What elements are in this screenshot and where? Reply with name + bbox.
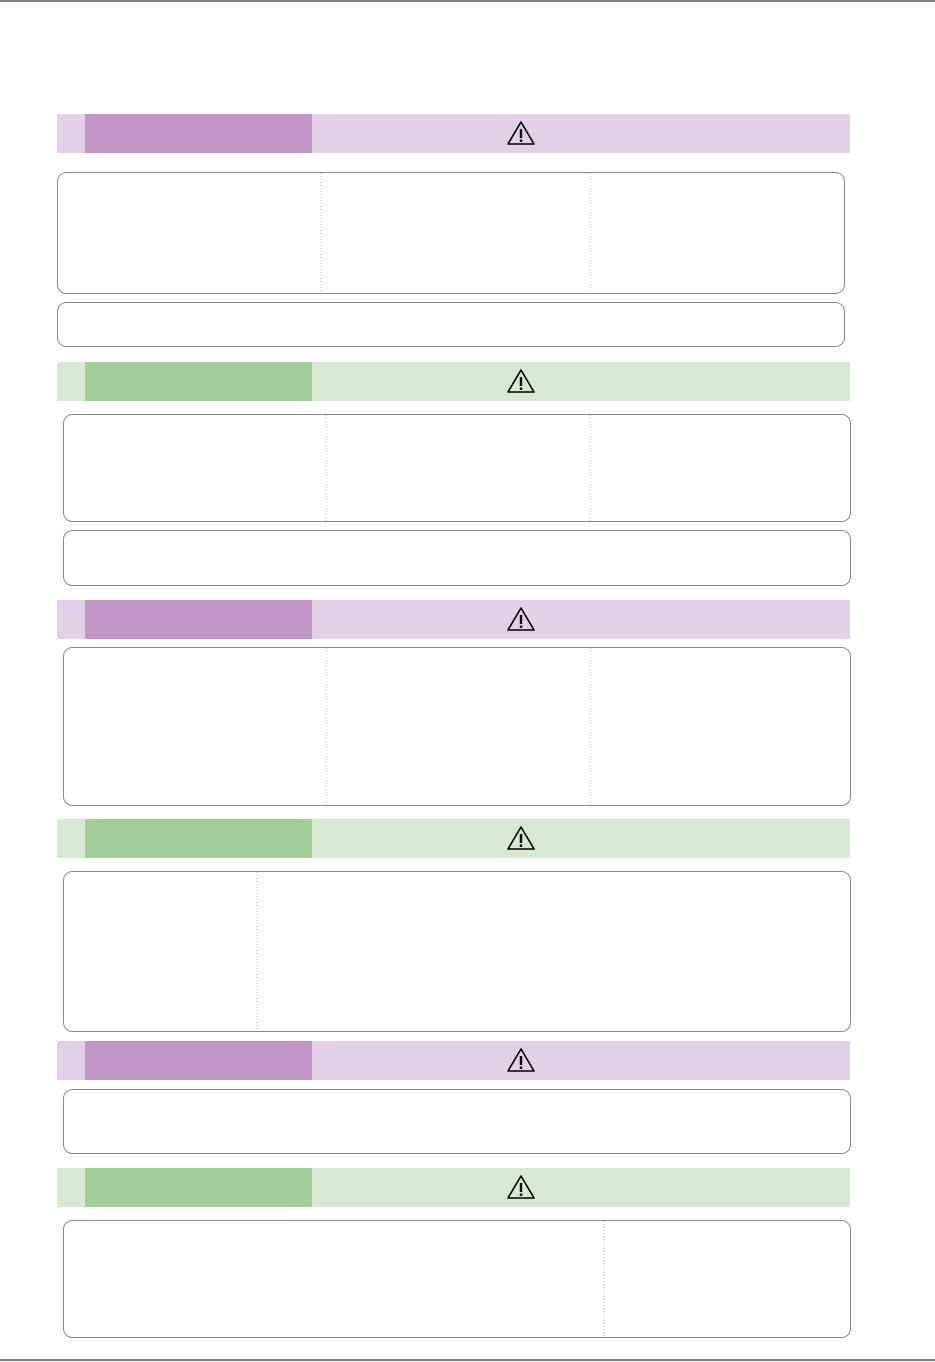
panel (63, 647, 851, 806)
panel (63, 1089, 851, 1154)
panel (57, 172, 845, 294)
panel (63, 530, 851, 586)
panel (57, 302, 845, 347)
panel (63, 871, 851, 1032)
section-header (57, 1041, 850, 1080)
section-header (57, 362, 850, 401)
panel (63, 414, 851, 522)
panel (63, 1220, 851, 1338)
section-header (57, 1168, 850, 1207)
section-header (57, 114, 850, 153)
section-header (57, 819, 850, 858)
section-header (57, 600, 850, 639)
